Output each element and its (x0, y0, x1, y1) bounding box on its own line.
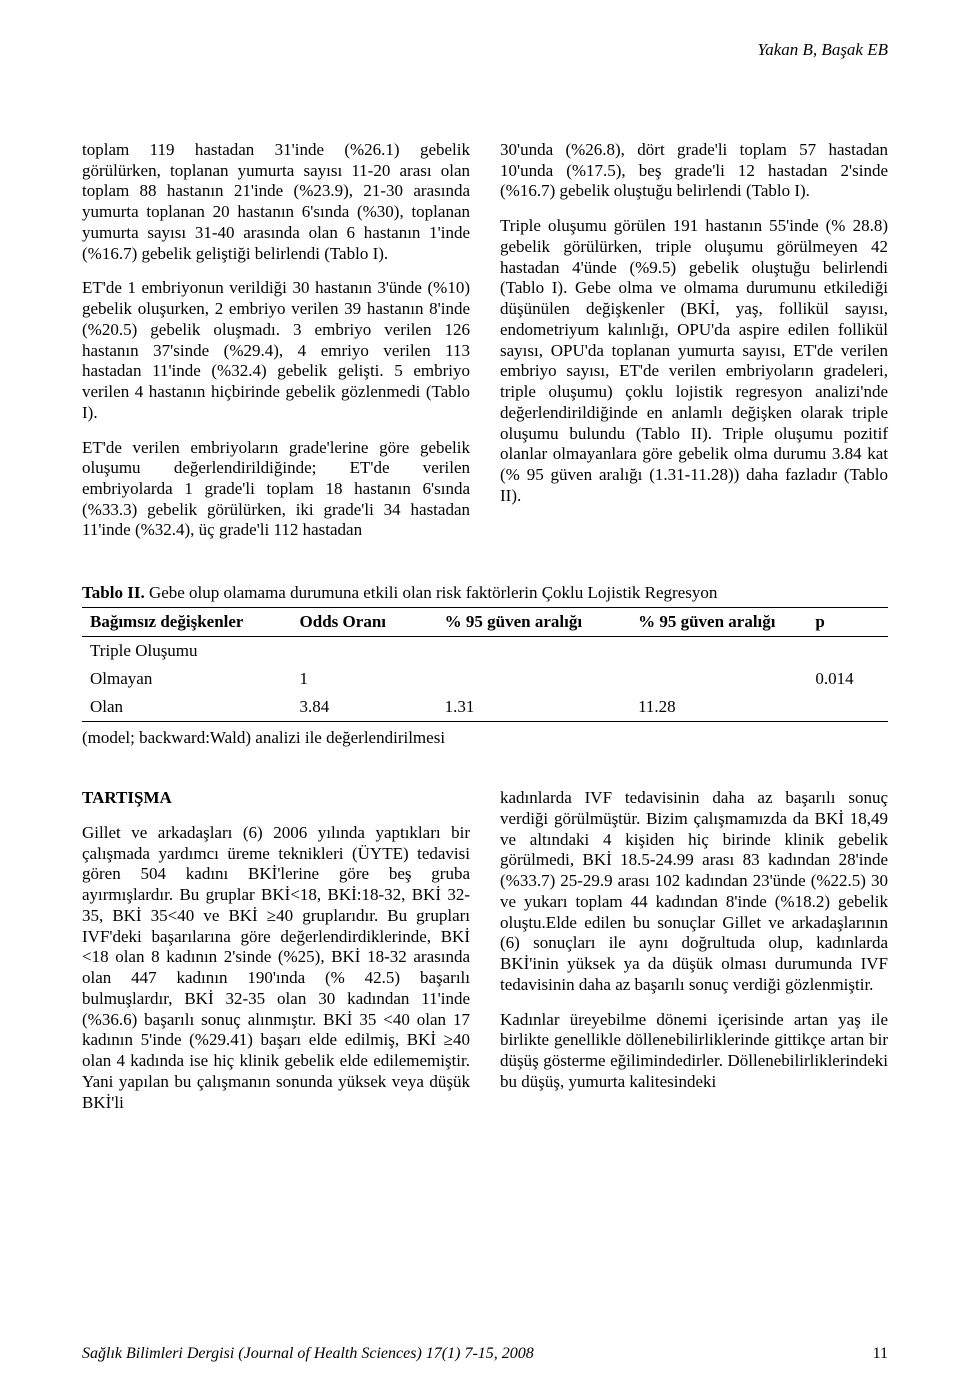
paragraph: kadınlarda IVF tedavisinin daha az başar… (500, 788, 888, 995)
table2-cell (807, 693, 888, 722)
table2-col-header: % 95 güven aralığı (630, 608, 807, 637)
table2-cell: Olmayan (82, 665, 292, 693)
discussion-heading: TARTIŞMA (82, 788, 470, 809)
table2-cell (437, 665, 630, 693)
table2-col-header: Bağımsız değişkenler (82, 608, 292, 637)
page: Yakan B, Başak EB toplam 119 hastadan 31… (0, 0, 960, 1391)
table2-row: Olmayan 1 0.014 (82, 665, 888, 693)
table2-cell: 11.28 (630, 693, 807, 722)
paragraph: 30'unda (%26.8), dört grade'li toplam 57… (500, 140, 888, 202)
table2-caption-text: Gebe olup olamama durumuna etkili olan r… (145, 583, 718, 602)
table2-row: Olan 3.84 1.31 11.28 (82, 693, 888, 722)
col-right-top: 30'unda (%26.8), dört grade'li toplam 57… (500, 140, 888, 555)
paragraph: Triple oluşumu görülen 191 hastanın 55'i… (500, 216, 888, 506)
table2-footnote: (model; backward:Wald) analizi ile değer… (82, 728, 888, 748)
col-right-bottom: kadınlarda IVF tedavisinin daha az başar… (500, 788, 888, 1127)
table2-caption-prefix: Tablo II. (82, 583, 145, 602)
col-left-bottom: TARTIŞMA Gillet ve arkadaşları (6) 2006 … (82, 788, 470, 1127)
table2: Bağımsız değişkenler Odds Oranı % 95 güv… (82, 607, 888, 722)
table2-caption: Tablo II. Gebe olup olamama durumuna etk… (82, 583, 888, 603)
table2-col-header: p (807, 608, 888, 637)
body-columns-top: toplam 119 hastadan 31'inde (%26.1) gebe… (82, 140, 888, 555)
paragraph: ET'de 1 embriyonun verildiği 30 hastanın… (82, 278, 470, 423)
paragraph: ET'de verilen embriyoların grade'lerine … (82, 438, 470, 542)
table2-cell: 1 (292, 665, 437, 693)
paragraph: toplam 119 hastadan 31'inde (%26.1) gebe… (82, 140, 470, 264)
footer-journal: Sağlık Bilimleri Dergisi (Journal of Hea… (82, 1345, 534, 1363)
paragraph: Gillet ve arkadaşları (6) 2006 yılında y… (82, 823, 470, 1113)
footer: Sağlık Bilimleri Dergisi (Journal of Hea… (82, 1345, 888, 1363)
table2-col-header: % 95 güven aralığı (437, 608, 630, 637)
table2-cell: 0.014 (807, 665, 888, 693)
table2-cell: 1.31 (437, 693, 630, 722)
table2-cell (630, 665, 807, 693)
paragraph: Kadınlar üreyebilme dönemi içerisinde ar… (500, 1010, 888, 1093)
table2-cell: Olan (82, 693, 292, 722)
table2-cell: 3.84 (292, 693, 437, 722)
footer-page-number: 11 (873, 1345, 888, 1363)
table2-cell: Triple Oluşumu (82, 637, 292, 666)
col-left-top: toplam 119 hastadan 31'inde (%26.1) gebe… (82, 140, 470, 555)
running-head: Yakan B, Başak EB (82, 40, 888, 60)
table2-col-header: Odds Oranı (292, 608, 437, 637)
table2-group-row: Triple Oluşumu (82, 637, 888, 666)
table2-header-row: Bağımsız değişkenler Odds Oranı % 95 güv… (82, 608, 888, 637)
body-columns-bottom: TARTIŞMA Gillet ve arkadaşları (6) 2006 … (82, 788, 888, 1127)
